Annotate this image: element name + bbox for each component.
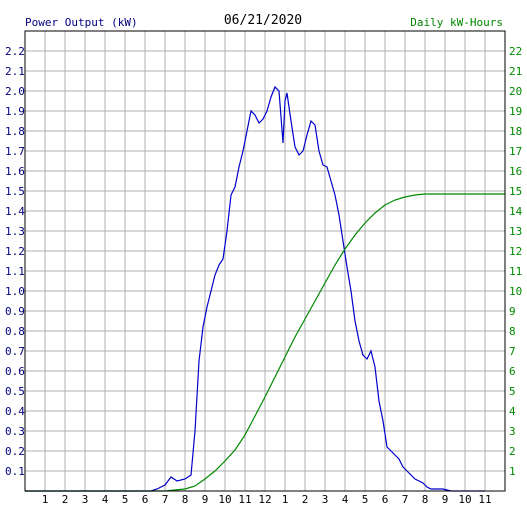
x-tick-label: 7 <box>402 493 409 506</box>
left-tick-label: 0.4 <box>5 405 25 418</box>
x-tick-label: 9 <box>442 493 449 506</box>
x-tick-label: 1 <box>42 493 49 506</box>
right-tick-label: 20 <box>509 85 522 98</box>
x-tick-label: 11 <box>478 493 491 506</box>
x-tick-label: 6 <box>142 493 149 506</box>
x-tick-label: 4 <box>102 493 109 506</box>
left-tick-label: 0.3 <box>5 425 25 438</box>
right-tick-label: 8 <box>509 325 516 338</box>
x-tick-label: 4 <box>342 493 349 506</box>
left-tick-label: 0.2 <box>5 445 25 458</box>
x-tick-label: 7 <box>162 493 169 506</box>
left-tick-label: 0.7 <box>5 345 25 358</box>
left-tick-label: 0.1 <box>5 465 25 478</box>
left-axis-ticks: 0.1 0.2 0.3 0.4 0.5 0.6 0.7 0.8 0.9 1.0 1.1 1.2 1.3 1… <box>5 45 25 478</box>
left-tick-label: 1.5 <box>5 185 25 198</box>
right-tick-label: 21 <box>509 65 522 78</box>
x-tick-label: 2 <box>302 493 309 506</box>
chart-title: 06/21/2020 <box>224 13 302 28</box>
left-tick-label: 1.9 <box>5 105 25 118</box>
left-tick-label: 0.9 <box>5 305 25 318</box>
right-tick-label: 4 <box>509 405 516 418</box>
left-tick-label: 1.4 <box>5 205 25 218</box>
x-tick-label: 3 <box>322 493 329 506</box>
right-tick-label: 5 <box>509 385 516 398</box>
x-tick-label: 10 <box>458 493 471 506</box>
x-tick-label: 1 <box>282 493 289 506</box>
x-tick-label: 9 <box>202 493 209 506</box>
left-tick-label: 1.7 <box>5 145 25 158</box>
x-tick-label: 3 <box>82 493 89 506</box>
right-tick-label: 18 <box>509 125 522 138</box>
plot-grid <box>25 31 505 491</box>
right-tick-label: 13 <box>509 225 522 238</box>
left-tick-label: 2.2 <box>5 45 25 58</box>
right-tick-label: 9 <box>509 305 516 318</box>
x-tick-label: 8 <box>182 493 189 506</box>
right-tick-label: 6 <box>509 365 516 378</box>
x-axis-ticks: 1 2 3 4 5 6 7 8 9 10 11 12 1 2 3 4 5 6 7 8 9 10 11 <box>42 493 492 506</box>
left-tick-label: 2.0 <box>5 85 25 98</box>
x-tick-label: 8 <box>422 493 429 506</box>
left-tick-label: 1.1 <box>5 265 25 278</box>
left-tick-label: 1.3 <box>5 225 25 238</box>
x-tick-label: 5 <box>122 493 129 506</box>
series-lines <box>25 85 505 492</box>
right-axis-title: Daily kW-Hours <box>410 16 503 29</box>
right-tick-label: 15 <box>509 185 522 198</box>
right-tick-label: 11 <box>509 265 522 278</box>
right-tick-label: 10 <box>509 285 522 298</box>
left-axis-title: Power Output (kW) <box>25 16 138 29</box>
left-tick-label: 1.2 <box>5 245 25 258</box>
left-tick-label: 1.6 <box>5 165 25 178</box>
x-tick-label: 10 <box>218 493 231 506</box>
right-tick-label: 2 <box>509 445 516 458</box>
x-tick-label: 2 <box>62 493 69 506</box>
x-tick-label: 11 <box>238 493 251 506</box>
right-tick-label: 1 <box>509 465 516 478</box>
daily-kwh-line <box>25 193 505 492</box>
right-tick-label: 17 <box>509 145 522 158</box>
left-tick-label: 0.8 <box>5 325 25 338</box>
left-tick-label: 0.5 <box>5 385 25 398</box>
power-output-line <box>25 85 485 492</box>
right-tick-label: 12 <box>509 245 522 258</box>
right-tick-label: 22 <box>509 45 522 58</box>
right-tick-label: 19 <box>509 105 522 118</box>
right-tick-label: 3 <box>509 425 516 438</box>
left-tick-label: 1.0 <box>5 285 25 298</box>
plot-frame <box>24 30 506 492</box>
right-tick-label: 14 <box>509 205 523 218</box>
left-tick-label: 1.8 <box>5 125 25 138</box>
left-tick-label: 0.6 <box>5 365 25 378</box>
x-tick-label: 12 <box>258 493 271 506</box>
left-tick-label: 2.1 <box>5 65 25 78</box>
x-tick-label: 5 <box>362 493 369 506</box>
x-tick-label: 6 <box>382 493 389 506</box>
right-tick-label: 16 <box>509 165 522 178</box>
right-tick-label: 7 <box>509 345 516 358</box>
